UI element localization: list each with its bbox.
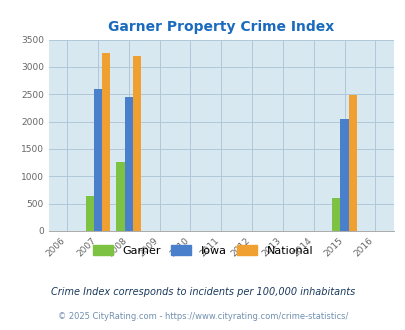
Bar bbox=[94, 89, 102, 231]
Title: Garner Property Crime Index: Garner Property Crime Index bbox=[108, 20, 334, 34]
Bar bbox=[116, 162, 124, 231]
Text: Crime Index corresponds to incidents per 100,000 inhabitants: Crime Index corresponds to incidents per… bbox=[51, 287, 354, 297]
Bar bbox=[102, 53, 110, 231]
Bar bbox=[85, 196, 94, 231]
Legend: Garner, Iowa, National: Garner, Iowa, National bbox=[88, 241, 317, 260]
Bar bbox=[331, 198, 339, 231]
Bar bbox=[124, 97, 133, 231]
Bar bbox=[339, 119, 348, 231]
Bar bbox=[348, 95, 356, 231]
Bar bbox=[133, 56, 141, 231]
Text: © 2025 CityRating.com - https://www.cityrating.com/crime-statistics/: © 2025 CityRating.com - https://www.city… bbox=[58, 312, 347, 321]
